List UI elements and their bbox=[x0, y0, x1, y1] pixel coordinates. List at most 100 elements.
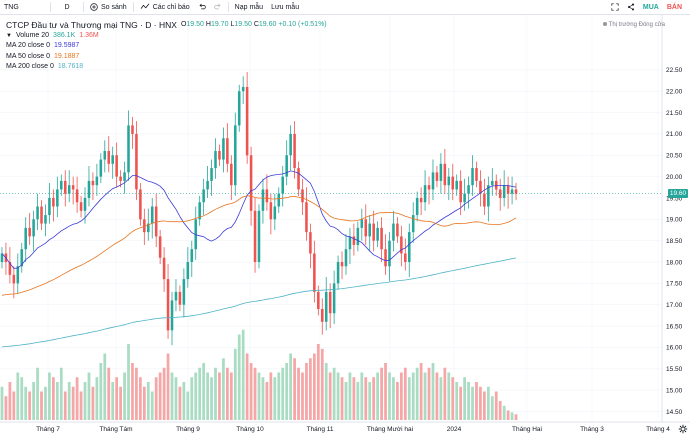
volume-bar bbox=[435, 372, 439, 420]
volume-bar bbox=[131, 363, 134, 420]
candle-body bbox=[253, 210, 257, 263]
volume-bar bbox=[309, 358, 312, 420]
candle-body bbox=[336, 262, 340, 284]
candle-body bbox=[12, 274, 16, 284]
legend-ma50[interactable]: MA 50 close 0 19.1887 bbox=[6, 52, 327, 63]
gear-icon[interactable] bbox=[678, 424, 688, 434]
volume-name: Volume 20 bbox=[15, 31, 50, 39]
price-tick-label: 18.50 bbox=[666, 238, 683, 245]
volume-bar bbox=[483, 391, 486, 420]
volume-bar bbox=[293, 358, 296, 420]
candle-body bbox=[348, 236, 352, 250]
buy-button[interactable]: MUA bbox=[639, 0, 663, 14]
interval-label: D bbox=[64, 3, 70, 11]
candle-body bbox=[162, 257, 166, 280]
candle-body bbox=[407, 232, 411, 263]
volume-bar bbox=[514, 414, 518, 420]
legend-ma200[interactable]: MA 200 close 0 18.7618 bbox=[6, 62, 327, 73]
legend-volume[interactable]: ▼ Volume 20 386.1K 1.36M bbox=[6, 31, 327, 42]
volume-bar bbox=[245, 353, 249, 420]
current-price-value: 19.60 bbox=[669, 190, 687, 198]
candle-body bbox=[222, 138, 225, 160]
candle-body bbox=[277, 193, 281, 207]
candle-body bbox=[293, 133, 296, 169]
volume-bar bbox=[198, 367, 202, 420]
candle-body bbox=[103, 151, 107, 160]
candle-body bbox=[447, 176, 451, 186]
symbol-search-button[interactable]: TNG bbox=[0, 0, 48, 14]
indicators-button[interactable]: Các chỉ báo bbox=[136, 0, 194, 14]
volume-bar bbox=[237, 334, 241, 420]
candle-body bbox=[20, 249, 24, 267]
candle-body bbox=[71, 185, 75, 190]
volume-bar bbox=[186, 391, 190, 420]
price-tick-label: 14.50 bbox=[666, 409, 683, 416]
candle-body bbox=[368, 223, 371, 237]
volume-bar bbox=[352, 377, 356, 420]
candle-body bbox=[119, 176, 122, 181]
volume-bar bbox=[475, 382, 478, 420]
volume-bar bbox=[364, 377, 368, 420]
share-button[interactable] bbox=[623, 0, 639, 14]
ma200-value: 18.7618 bbox=[57, 63, 84, 70]
candle-body bbox=[360, 219, 364, 228]
high-label: H bbox=[205, 21, 211, 28]
candle-body bbox=[487, 185, 490, 207]
volume-bar bbox=[479, 386, 482, 420]
time-tick-label: Tháng 9 bbox=[176, 426, 200, 433]
time-axis: Tháng 7 Tháng Tám Tháng 9 Tháng 10 Tháng 11 T… bbox=[0, 421, 690, 433]
candle-body bbox=[423, 185, 427, 203]
ma20-name: MA 20 close 0 bbox=[6, 42, 50, 49]
low-label: L bbox=[230, 21, 235, 28]
candle-body bbox=[494, 180, 498, 190]
redo-icon bbox=[213, 3, 221, 10]
volume-bar bbox=[127, 344, 130, 420]
volume-bar bbox=[498, 401, 502, 420]
candle-body bbox=[273, 206, 277, 220]
fullscreen-button[interactable] bbox=[607, 0, 623, 14]
compare-button[interactable]: So sánh bbox=[86, 0, 131, 14]
legend-ma20[interactable]: MA 20 close 0 19.5987 bbox=[6, 41, 327, 52]
volume-bar bbox=[392, 377, 395, 420]
volume-bar bbox=[95, 377, 99, 420]
candle-body bbox=[396, 223, 399, 237]
candle-body bbox=[392, 223, 395, 241]
volume-bar bbox=[20, 377, 24, 420]
volume-bar bbox=[301, 372, 304, 420]
undo-button[interactable] bbox=[194, 0, 210, 14]
volume-bar bbox=[154, 377, 158, 420]
candle-body bbox=[431, 172, 435, 190]
volume-bar bbox=[63, 391, 67, 420]
volume-bar bbox=[99, 363, 103, 420]
candle-body bbox=[415, 197, 419, 216]
candle-body bbox=[471, 168, 474, 186]
save-template-button[interactable]: Lưu mẫu bbox=[267, 0, 303, 14]
status-dot-icon bbox=[602, 22, 607, 26]
volume-bar bbox=[44, 386, 47, 420]
volume-bar bbox=[344, 382, 348, 420]
candle-body bbox=[48, 197, 51, 216]
redo-button[interactable] bbox=[210, 0, 226, 14]
volume-bar bbox=[119, 386, 122, 420]
candle-body bbox=[380, 227, 383, 250]
ma200-name: MA 200 close 0 bbox=[6, 63, 54, 70]
candle-body bbox=[376, 227, 379, 241]
volume-bar bbox=[427, 367, 431, 420]
volume-bar bbox=[439, 377, 443, 420]
volume-bar bbox=[79, 391, 83, 420]
load-template-button[interactable]: Nạp mẫu bbox=[231, 0, 267, 14]
candle-body bbox=[241, 86, 245, 92]
sell-button[interactable]: BÁN bbox=[663, 0, 686, 14]
candle-body bbox=[36, 206, 39, 220]
volume-bar bbox=[206, 372, 209, 420]
candle-body bbox=[127, 125, 130, 173]
interval-button[interactable]: D bbox=[53, 0, 81, 14]
candle-body bbox=[75, 189, 79, 203]
indicators-icon bbox=[140, 3, 149, 9]
candle-body bbox=[439, 163, 443, 181]
candle-body bbox=[115, 155, 118, 177]
price-tick-label: 16.00 bbox=[666, 345, 683, 352]
volume-bar bbox=[459, 386, 463, 420]
time-tick-label: Tháng 11 bbox=[307, 426, 334, 433]
